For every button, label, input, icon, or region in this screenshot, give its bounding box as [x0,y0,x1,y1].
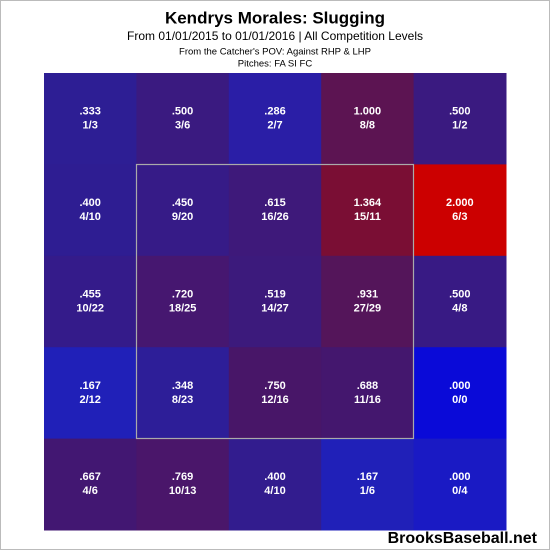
cell-count: 4/8 [452,302,467,314]
note: From the Catcher's POV: Against RHP & LH… [179,47,371,58]
cell-value: .348 [172,380,193,392]
cell-count: 1/6 [360,485,375,497]
cell-count: 8/8 [360,120,375,132]
cell-count: 1/2 [452,120,467,132]
cell-count: 10/22 [76,302,104,314]
cell-count: 10/13 [169,485,197,497]
cell-count: 14/27 [261,302,289,314]
cell-value: .615 [264,197,285,209]
cell-value: .667 [79,471,100,483]
heat-cell [136,255,230,348]
cell-value: .500 [172,106,193,118]
source: BrooksBaseball.net [388,530,538,547]
note: Pitches: FA SI FC [238,59,313,70]
heat-cell [321,438,415,531]
heat-cell [413,164,507,257]
cell-value: .720 [172,288,193,300]
heat-cell [228,347,322,440]
cell-value: .750 [264,380,285,392]
cell-value: .450 [172,197,193,209]
heat-cell [44,164,137,257]
cell-count: 4/10 [79,211,100,223]
cell-count: 2/12 [79,394,100,406]
cell-count: 4/10 [264,485,285,497]
strike-zone [135,163,415,440]
cell-count: 3/6 [175,120,190,132]
cell-count: 0/4 [452,485,468,497]
cell-count: 11/16 [354,394,381,406]
heat-cell [228,73,322,165]
cell-value: .400 [79,197,100,209]
cell-count: 15/11 [354,211,381,223]
heat-cell [413,438,507,531]
heat-cell [44,347,137,440]
heat-cell [44,255,137,348]
cell-count: 1/3 [83,120,98,132]
heat-cell [321,255,415,348]
cell-value: .000 [449,380,470,392]
cell-count: 12/16 [261,394,289,406]
heat-cell [413,255,507,348]
cell-value: .519 [264,288,285,300]
cell-value: .931 [357,288,378,300]
cell-value: 2.000 [446,197,474,209]
heat-cell [228,255,322,348]
heat-cell [44,438,137,531]
cell-count: 16/26 [261,211,289,223]
cell-value: .455 [79,288,100,300]
heat-cell [321,164,415,257]
cell-value: 1.000 [354,106,382,118]
chart-title: Kendrys Morales: Slugging [165,8,385,27]
heat-cell [136,438,230,531]
cell-value: .000 [449,471,470,483]
heat-cell [413,73,507,165]
heat-cell [228,438,322,531]
cell-value: .688 [357,380,378,392]
cell-count: 2/7 [267,120,282,132]
heat-cell [321,73,415,165]
cell-value: .500 [449,288,470,300]
heat-cell [228,164,322,257]
cell-count: 0/0 [452,394,467,406]
cell-count: 9/20 [172,211,193,223]
chart-subtitle: From 01/01/2015 to 01/01/2016 | All Comp… [127,29,423,43]
heat-cell [321,347,415,440]
cell-value: .500 [449,106,470,118]
cell-count: 27/29 [354,302,382,314]
cell-value: .286 [264,106,285,118]
cell-value: 1.364 [354,197,382,209]
cell-value: .769 [172,471,193,483]
cell-value: .167 [357,471,378,483]
heat-cell [136,73,230,165]
heat-cell [44,73,137,165]
cell-count: 6/3 [452,211,467,223]
heat-cell [136,347,230,440]
heat-cell [413,347,507,440]
cell-value: .333 [79,106,100,118]
heat-cell [136,164,230,257]
cell-count: 4/6 [83,485,98,497]
cell-count: 8/23 [172,394,193,406]
cell-value: .167 [79,380,100,392]
cell-value: .400 [264,471,285,483]
cell-count: 18/25 [169,302,197,314]
